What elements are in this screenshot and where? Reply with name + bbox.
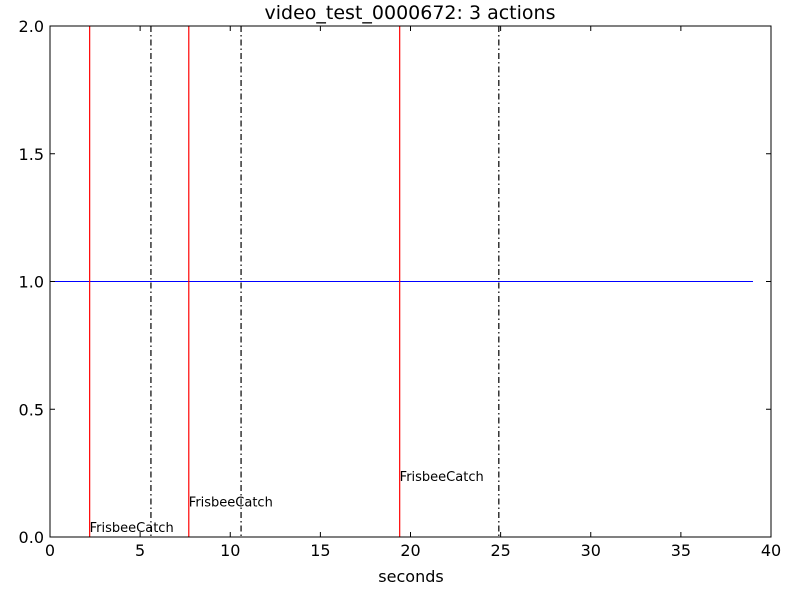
x-tick-label-4: 20 (400, 541, 420, 560)
x-tick-label-6: 30 (581, 541, 601, 560)
x-tick-label-7: 35 (671, 541, 691, 560)
x-tick-label-5: 25 (490, 541, 510, 560)
x-axis-label: seconds (378, 567, 443, 586)
y-tick-label-2: 1.0 (19, 273, 44, 292)
action-label-0: FrisbeeCatch (90, 521, 174, 536)
chart-title: video_test_0000672: 3 actions (265, 2, 556, 24)
action-label-2: FrisbeeCatch (400, 470, 484, 485)
y-tick-label-0: 0.0 (19, 528, 44, 547)
y-tick-label-4: 2.0 (19, 17, 44, 36)
x-tick-label-8: 40 (761, 541, 781, 560)
x-tick-label-2: 10 (220, 541, 240, 560)
y-tick-label-3: 1.5 (19, 145, 44, 164)
x-tick-label-0: 0 (45, 541, 55, 560)
chart-marks: FrisbeeCatch FrisbeeCatch FrisbeeCatch (50, 26, 753, 537)
x-tick-label-3: 15 (310, 541, 330, 560)
action-label-1: FrisbeeCatch (189, 495, 273, 510)
axis-ticks: 0 5 10 15 20 25 30 35 40 0.0 0.5 1.0 1.5 2.0 (19, 17, 782, 560)
x-tick-label-1: 5 (135, 541, 145, 560)
y-tick-label-1: 0.5 (19, 400, 44, 419)
